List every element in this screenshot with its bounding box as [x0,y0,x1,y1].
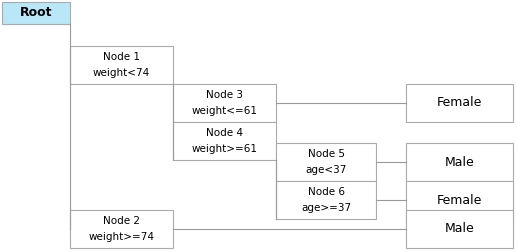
Bar [2,2,70,24]
Bar [173,122,276,160]
Bar [406,143,513,181]
Text: Node 3: Node 3 [206,90,243,100]
Text: Node 4: Node 4 [206,128,243,138]
Text: Node 5: Node 5 [308,149,344,159]
Text: weight>=61: weight>=61 [191,144,257,154]
Bar [406,181,513,219]
Text: Male: Male [445,155,475,169]
Text: Female: Female [437,194,482,206]
Text: age>=37: age>=37 [301,203,351,213]
Text: weight<74: weight<74 [93,68,150,78]
Bar [173,84,276,122]
Bar [276,181,376,219]
Text: weight<=61: weight<=61 [191,106,257,116]
Text: Female: Female [437,97,482,110]
Text: age<37: age<37 [306,165,347,175]
Bar [70,46,173,84]
Bar [70,210,173,248]
Text: Node 1: Node 1 [103,52,140,62]
Text: Root: Root [20,7,52,19]
Bar [406,84,513,122]
Bar [406,210,513,248]
Bar [276,143,376,181]
Text: weight>=74: weight>=74 [88,232,155,242]
Text: Male: Male [445,223,475,236]
Text: Node 2: Node 2 [103,216,140,226]
Text: Node 6: Node 6 [308,187,344,197]
